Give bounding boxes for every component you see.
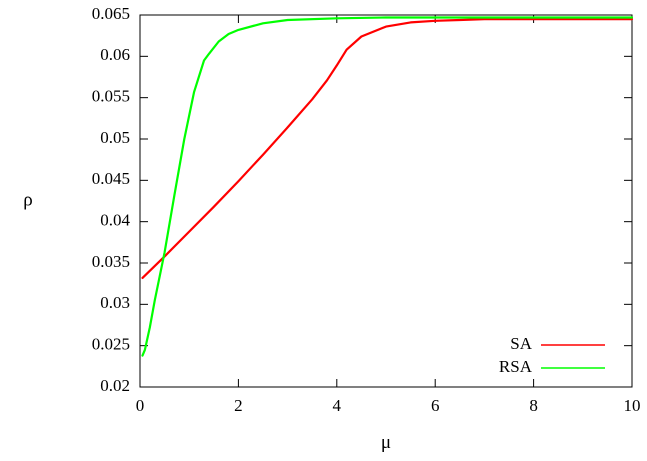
- legend-label-rsa: RSA: [499, 357, 533, 376]
- x-axis-ticks: 0 2 4 6 8 10: [136, 15, 641, 415]
- x-tick-label: 0: [136, 396, 145, 415]
- y-tick-label: 0.065: [92, 4, 130, 23]
- x-tick-label: 2: [234, 396, 243, 415]
- y-axis-label: ρ: [23, 189, 32, 210]
- x-tick-label: 8: [529, 396, 538, 415]
- series-line-sa: [141, 18, 634, 279]
- y-tick-label: 0.025: [92, 335, 130, 354]
- y-tick-label: 0.055: [92, 87, 130, 106]
- series-layer: [141, 16, 634, 357]
- x-tick-label: 10: [624, 396, 641, 415]
- plot-frame: [139, 14, 633, 388]
- y-tick-label: 0.02: [100, 376, 130, 395]
- y-axis-ticks: 0.02 0.025 0.03 0.035 0.04 0.045 0.05 0.055 0.06…: [92, 4, 632, 395]
- series-line-rsa: [141, 16, 634, 357]
- x-tick-label: 4: [333, 396, 342, 415]
- x-axis-label: μ: [381, 432, 391, 453]
- x-tick-label: 6: [431, 396, 440, 415]
- y-tick-label: 0.04: [100, 211, 130, 230]
- legend: SA RSA: [499, 334, 605, 376]
- y-tick-label: 0.045: [92, 169, 130, 188]
- y-tick-label: 0.06: [100, 45, 130, 64]
- y-tick-label: 0.05: [100, 128, 130, 147]
- legend-label-sa: SA: [510, 334, 532, 353]
- y-tick-label: 0.035: [92, 252, 130, 271]
- y-tick-label: 0.03: [100, 293, 130, 312]
